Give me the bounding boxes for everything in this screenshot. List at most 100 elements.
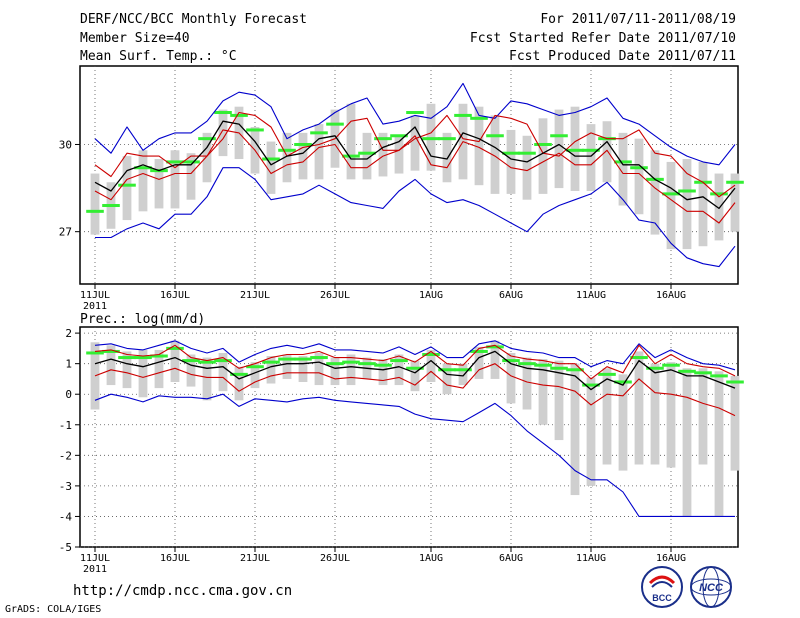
green-marker (646, 366, 664, 370)
ensemble-box (250, 362, 260, 389)
upper-percentile-line (94, 344, 736, 380)
ensemble-box (522, 357, 532, 410)
ensemble-box (586, 377, 596, 486)
ensemble-box (522, 135, 532, 200)
ensemble-box (378, 132, 388, 177)
forecast-start-date-label: Fcst Started Refer Date 2011/07/10 (469, 31, 736, 46)
ensemble-box (154, 349, 164, 389)
ensemble-box (602, 368, 612, 465)
green-marker (518, 362, 536, 366)
green-marker (198, 137, 216, 141)
ensemble-box (698, 368, 708, 465)
green-marker (358, 362, 376, 366)
ensemble-box (650, 363, 660, 465)
source-url[interactable]: http://cmdp.ncc.cma.gov.cn (73, 583, 293, 599)
bcc-logo: BCC (641, 566, 683, 608)
ensemble-box (682, 368, 692, 517)
green-marker (534, 142, 552, 146)
green-marker (134, 356, 152, 360)
green-marker (150, 354, 168, 358)
ensemble-box (554, 109, 564, 189)
green-marker (86, 351, 104, 355)
ncc-logo: NCC (690, 566, 732, 608)
ensemble-box (634, 138, 644, 215)
green-marker (470, 349, 488, 353)
green-marker (598, 372, 616, 376)
green-marker (118, 183, 136, 187)
x-tick-label: 21JUL (240, 553, 270, 564)
green-marker (358, 151, 376, 155)
lower-percentile-line (94, 363, 736, 417)
green-marker (678, 189, 696, 193)
ensemble-box (618, 132, 628, 206)
ensemble-box (586, 124, 596, 191)
x-year-label: 2011 (83, 564, 107, 575)
green-marker (454, 368, 472, 372)
x-tick-label: 1AUG (419, 290, 443, 301)
green-marker (502, 151, 520, 155)
green-marker (166, 346, 184, 350)
green-marker (374, 363, 392, 367)
ensemble-box (730, 375, 740, 471)
precipitation-panel-title: Prec.: log(mm/d) (80, 312, 206, 327)
ensemble-box (394, 135, 404, 174)
green-marker (630, 356, 648, 360)
forecast-produced-date-label: Fcst Produced Date 2011/07/11 (509, 49, 736, 64)
green-marker (406, 366, 424, 370)
green-marker (486, 345, 504, 349)
green-marker (486, 134, 504, 138)
ensemble-mean-line (94, 350, 736, 391)
ensemble-box (490, 115, 500, 194)
member-size-label: Member Size=40 (80, 31, 190, 46)
ensemble-box (650, 150, 660, 235)
green-marker (310, 356, 328, 360)
green-marker (182, 359, 200, 363)
green-marker (662, 363, 680, 367)
y-tick-label: -4 (59, 510, 73, 523)
x-tick-label: 11JUL (80, 290, 110, 301)
x-tick-label: 16JUL (160, 290, 190, 301)
ensemble-box (570, 363, 580, 496)
ensemble-box (170, 150, 180, 209)
y-tick-label: 30 (59, 138, 72, 151)
ensemble-box (458, 363, 468, 386)
green-marker (278, 357, 296, 361)
lower-percentile-line (94, 129, 736, 224)
y-tick-label: 27 (59, 226, 72, 239)
green-marker (614, 160, 632, 164)
green-marker (166, 160, 184, 164)
green-marker (262, 360, 280, 364)
ensemble-box (602, 121, 612, 183)
green-marker (118, 356, 136, 360)
y-tick-label: 2 (65, 327, 72, 340)
green-marker (662, 192, 680, 196)
x-tick-label: 16JUL (160, 553, 190, 564)
grads-credit: GrADS: COLA/IGES (5, 604, 102, 615)
ensemble-box (426, 349, 436, 382)
y-tick-label: -2 (59, 449, 72, 462)
green-marker (710, 374, 728, 378)
green-marker (278, 148, 296, 152)
green-marker (390, 134, 408, 138)
ensemble-box (506, 352, 516, 404)
ensemble-box (122, 156, 132, 221)
green-marker (326, 122, 344, 126)
bcc-logo-text: BCC (652, 593, 672, 603)
ensemble-box (218, 352, 228, 392)
green-marker (342, 360, 360, 364)
green-marker (310, 131, 328, 135)
ensemble-box (234, 366, 244, 401)
ensemble-box (138, 150, 148, 212)
y-tick-label: -3 (59, 480, 72, 493)
ensemble-box (122, 351, 132, 389)
green-marker (438, 137, 456, 141)
ensemble-box (154, 159, 164, 209)
ensemble-box (474, 346, 484, 379)
ensemble-box (314, 124, 324, 180)
min-line (95, 167, 736, 268)
green-marker (102, 204, 120, 208)
x-year-label: 2011 (83, 301, 107, 312)
ensemble-box (410, 115, 420, 171)
y-tick-label: -1 (59, 419, 72, 432)
